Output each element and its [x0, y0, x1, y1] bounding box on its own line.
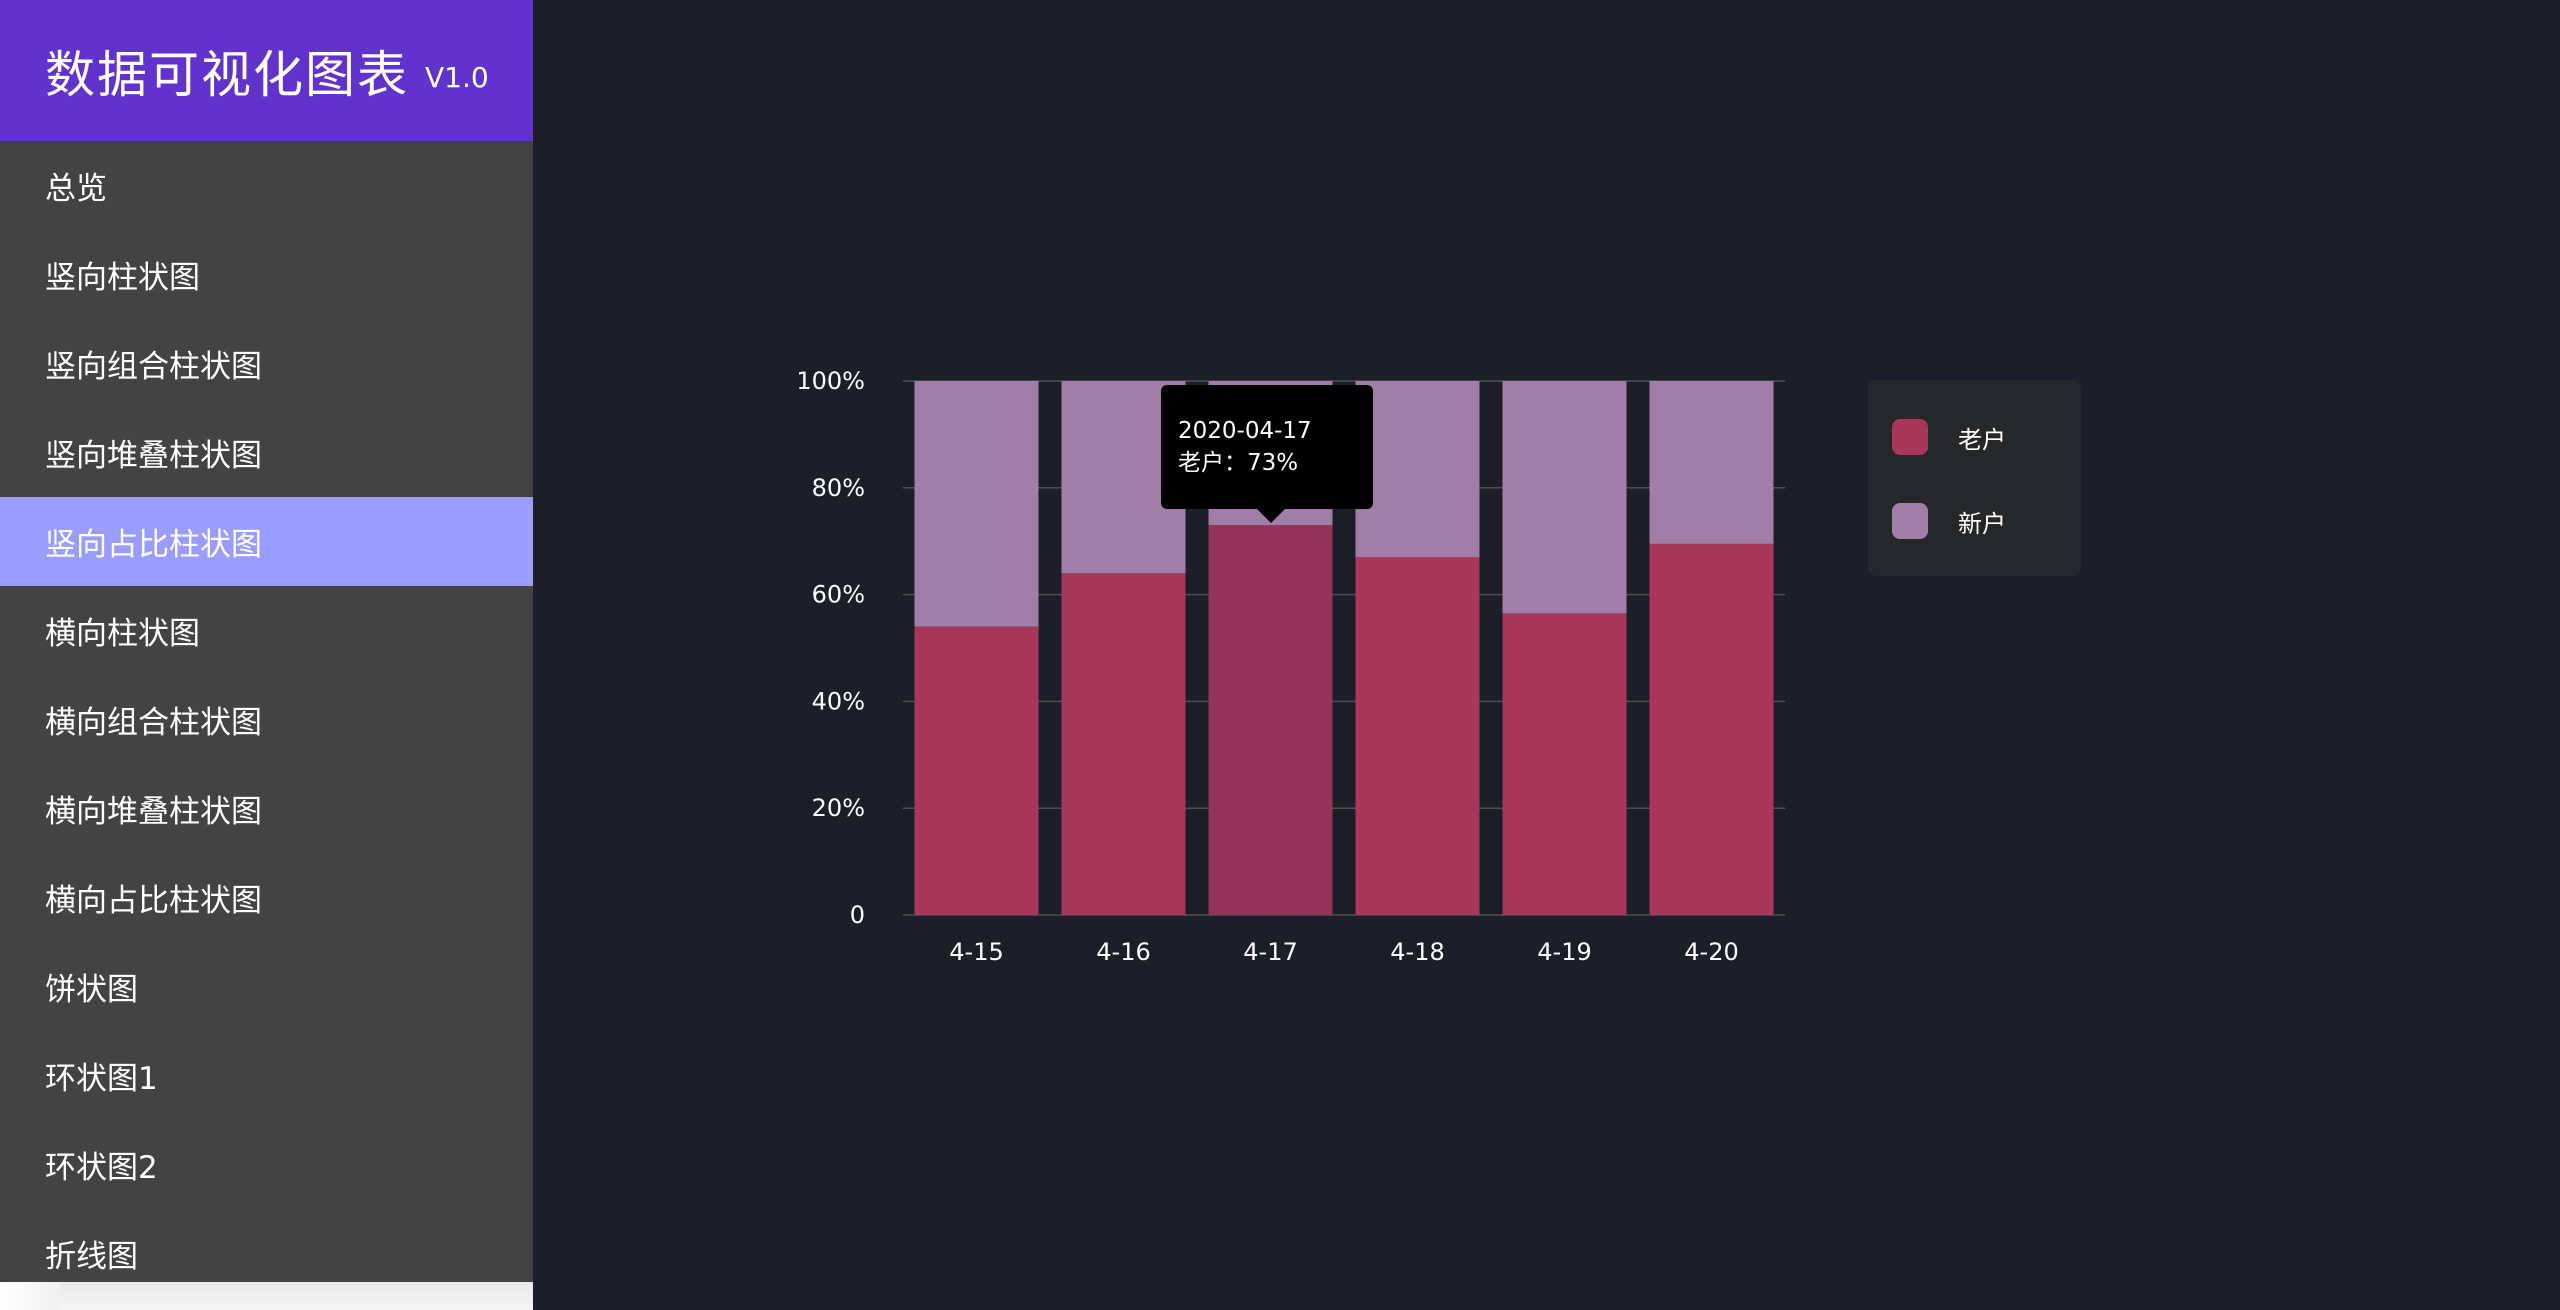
y-tick-label: 20% [812, 794, 865, 822]
bar-segment[interactable] [1355, 381, 1480, 558]
x-tick-label: 4-17 [1243, 938, 1297, 966]
menu-item-label: 横向堆叠柱状图 [45, 794, 262, 830]
percent-stacked-bar-chart: 0 20% 40% 60% 80% 100% 4-15 4-16 4-17 4-18 4-19 4-2… [796, 367, 1785, 966]
menu-item-vertical-stacked-bar[interactable]: 竖向堆叠柱状图 [0, 408, 533, 497]
menu-item-pie[interactable]: 饼状图 [0, 942, 533, 1031]
app-title: 数据可视化图表 [45, 45, 409, 104]
menu-item-label: 横向占比柱状图 [45, 883, 262, 919]
menu-item-vertical-percent-bar[interactable]: 竖向占比柱状图 [0, 497, 533, 586]
menu-item-ring-1[interactable]: 环状图1 [0, 1031, 533, 1120]
y-tick-label: 0 [850, 901, 865, 929]
legend-item-old-customers[interactable]: 老户 [1892, 418, 2081, 456]
menu-item-label: 竖向柱状图 [45, 260, 200, 296]
axis-layer: 0 20% 40% 60% 80% 100% 4-15 4-16 4-17 4-18 4-19 4-2… [796, 367, 1738, 966]
menu-item-label: 竖向堆叠柱状图 [45, 438, 262, 474]
chart-legend: 老户 新户 [1868, 380, 2081, 576]
tooltip-value: 老户：73% [1178, 450, 1299, 476]
legend-swatch [1892, 419, 1928, 455]
menu-item-vertical-grouped-bar[interactable]: 竖向组合柱状图 [0, 319, 533, 408]
legend-item-new-customers[interactable]: 新户 [1892, 502, 2081, 540]
sidebar: 数据可视化图表 V1.0 总览 竖向柱状图 竖向组合柱状图 竖向堆叠柱状图 竖向… [0, 0, 533, 1310]
menu-item-label: 环状图2 [45, 1150, 158, 1186]
x-tick-label: 4-15 [949, 938, 1003, 966]
x-tick-label: 4-19 [1537, 938, 1591, 966]
bar-segment[interactable] [1061, 573, 1186, 915]
tooltip-arrow [1257, 509, 1285, 523]
legend-label: 老户 [1958, 425, 2006, 454]
legend-swatch [1892, 503, 1928, 539]
menu-item-label: 总览 [45, 171, 107, 207]
menu-item-label: 饼状图 [45, 972, 138, 1008]
bar-segment[interactable] [914, 381, 1039, 627]
bar-segment[interactable] [1355, 557, 1480, 915]
bar-segment[interactable] [1208, 525, 1333, 915]
bar-segment[interactable] [1502, 613, 1627, 915]
grid-layer [903, 380, 1785, 916]
tooltip-date: 2020-04-17 [1178, 418, 1312, 444]
sidebar-menu: 总览 竖向柱状图 竖向组合柱状图 竖向堆叠柱状图 竖向占比柱状图 横向柱状图 横… [0, 141, 533, 1298]
scrollbar-thumb[interactable] [0, 1282, 60, 1310]
menu-item-ring-2[interactable]: 环状图2 [0, 1120, 533, 1209]
y-tick-label: 60% [812, 581, 865, 609]
x-tick-label: 4-18 [1390, 938, 1444, 966]
menu-item-horizontal-grouped-bar[interactable]: 横向组合柱状图 [0, 675, 533, 764]
menu-item-label: 折线图 [45, 1239, 138, 1275]
menu-item-label: 横向组合柱状图 [45, 705, 262, 741]
menu-item-label: 竖向组合柱状图 [45, 349, 262, 385]
chart-tooltip: 2020-04-17 老户：73% [1161, 385, 1373, 523]
y-tick-label: 100% [796, 367, 865, 395]
menu-item-horizontal-stacked-bar[interactable]: 横向堆叠柱状图 [0, 764, 533, 853]
menu-item-label: 竖向占比柱状图 [45, 527, 262, 563]
menu-item-overview[interactable]: 总览 [0, 141, 533, 230]
sidebar-header: 数据可视化图表 V1.0 [0, 0, 533, 141]
y-tick-label: 40% [812, 687, 865, 715]
legend-label: 新户 [1958, 509, 2006, 538]
bar-segment[interactable] [1649, 543, 1774, 915]
menu-item-line[interactable]: 折线图 [0, 1209, 533, 1298]
bar-segment[interactable] [1649, 381, 1774, 544]
bar-segment[interactable] [914, 626, 1039, 915]
chart-area: 0 20% 40% 60% 80% 100% 4-15 4-16 4-17 4-18 4-19 4-2… [533, 0, 2560, 1310]
menu-item-label: 横向柱状图 [45, 616, 200, 652]
horizontal-scrollbar[interactable] [0, 1282, 533, 1310]
x-tick-label: 4-16 [1096, 938, 1150, 966]
y-tick-label: 80% [812, 474, 865, 502]
menu-item-horizontal-percent-bar[interactable]: 横向占比柱状图 [0, 853, 533, 942]
app-version: V1.0 [425, 61, 489, 94]
menu-item-horizontal-bar[interactable]: 横向柱状图 [0, 586, 533, 675]
menu-item-vertical-bar[interactable]: 竖向柱状图 [0, 230, 533, 319]
menu-item-label: 环状图1 [45, 1061, 158, 1097]
bar-layer [914, 381, 1774, 915]
x-tick-label: 4-20 [1684, 938, 1738, 966]
bar-segment[interactable] [1502, 381, 1627, 614]
